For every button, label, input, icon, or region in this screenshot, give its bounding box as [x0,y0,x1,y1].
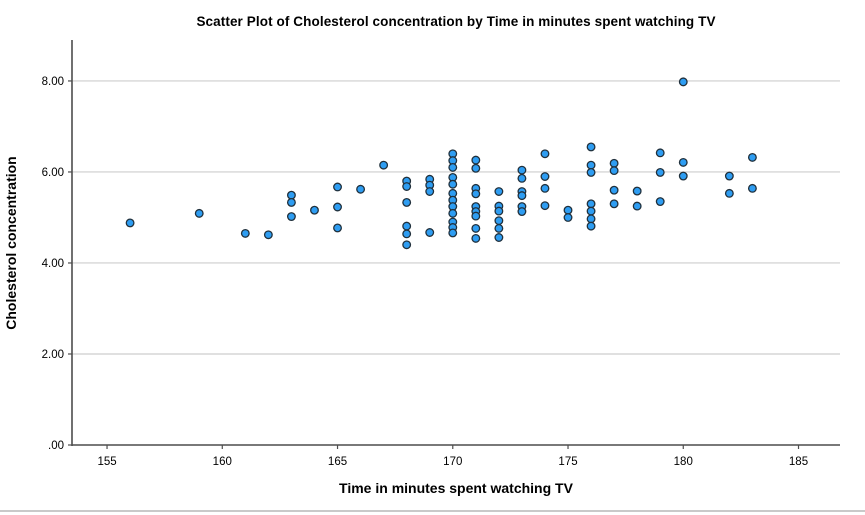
data-point [609,158,619,168]
data-point [494,187,504,196]
data-point [402,198,412,207]
data-point [540,201,550,211]
data-point [724,188,734,198]
data-point [586,206,596,216]
x-tick-label-165: 165 [328,456,347,468]
data-point [333,182,342,192]
data-point [448,162,458,172]
x-tick-label-160: 160 [213,456,232,468]
data-point [586,167,596,177]
data-point [724,171,734,181]
y-tick-label-2.00: 2.00 [42,349,64,361]
data-point [194,208,204,218]
data-point [678,171,688,181]
data-point [379,160,389,170]
x-tick-label-180: 180 [674,456,693,468]
data-point [586,214,596,224]
chart-title: Scatter Plot of Cholesterol concentratio… [196,14,716,29]
data-point [494,216,504,226]
data-point [494,233,504,242]
data-point [494,206,504,216]
data-point [448,179,458,189]
y-tick-label-8.00: 8.00 [42,76,64,88]
data-point [632,186,642,196]
data-point [655,148,665,158]
data-point [402,240,412,250]
x-tick-label-170: 170 [443,456,462,468]
data-point [563,205,573,215]
data-point [471,211,481,221]
data-point [471,163,481,173]
data-point [125,218,135,228]
data-point [586,142,596,152]
data-point [517,191,527,201]
data-point [240,228,250,238]
window-bottom-edge [0,510,865,512]
data-point [402,182,412,191]
data-point [286,198,296,207]
data-point [747,183,757,193]
y-tick-label-4.00: 4.00 [42,258,64,270]
data-point [333,202,342,212]
data-point [678,77,688,87]
x-axis-label: Time in minutes spent watching TV [339,480,573,496]
data-point [494,223,504,233]
data-point [540,149,550,159]
data-point [586,160,596,170]
data-point [402,229,412,239]
data-point [586,221,596,231]
y-tick-label-6.00: 6.00 [42,167,64,179]
data-point [563,213,573,222]
data-point [471,223,481,233]
data-point [517,207,527,217]
data-point [356,184,366,194]
data-point [609,166,619,176]
y-axis-label: Cholesterol concentration [3,156,19,330]
y-tick-label-.00: .00 [48,440,64,452]
data-point [448,208,458,218]
data-point [471,233,481,243]
data-point [655,197,665,206]
data-point [747,152,757,162]
data-point [425,187,435,196]
data-point [540,172,550,181]
x-tick-label-175: 175 [558,456,577,468]
data-point [609,199,619,209]
data-point [263,230,273,240]
data-point [448,228,458,238]
data-point [632,201,642,211]
x-tick-label-155: 155 [97,456,116,468]
data-point [402,221,412,231]
data-point [333,223,342,233]
data-point [678,157,688,167]
data-point [286,212,296,222]
data-point [310,205,319,215]
data-point [586,199,596,209]
data-point [471,155,481,165]
x-tick-label-185: 185 [789,456,808,468]
data-point [517,165,527,175]
data-point [286,190,296,200]
data-point [471,189,481,199]
data-point [655,167,665,177]
data-point [540,183,550,193]
data-point [609,185,619,195]
data-point [517,173,527,183]
data-point [425,228,435,237]
